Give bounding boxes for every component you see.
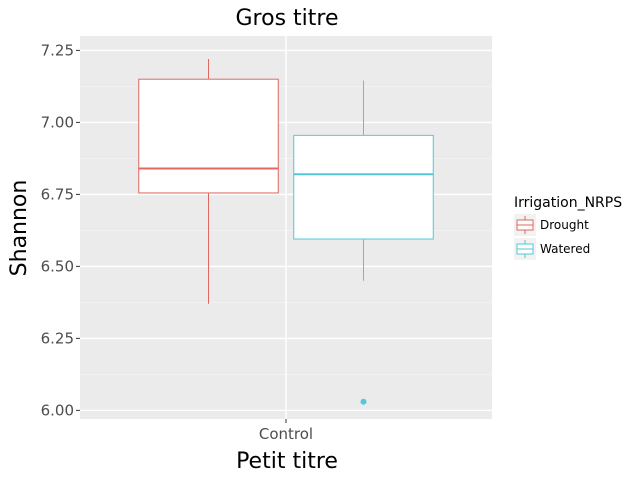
box-iqr bbox=[293, 134, 434, 240]
x-axis-label: Petit titre bbox=[236, 449, 338, 474]
legend-title: Irrigation_NRPS bbox=[514, 195, 622, 211]
x-tick-label: Control bbox=[259, 425, 313, 443]
box-iqr bbox=[138, 78, 279, 194]
y-axis-label: Shannon bbox=[7, 180, 32, 277]
legend-key-watered: Watered bbox=[514, 238, 590, 260]
box-drought bbox=[138, 59, 279, 304]
box-watered bbox=[293, 80, 434, 405]
y-tick-label: 6.00 bbox=[41, 401, 74, 419]
y-tick-label: 6.75 bbox=[41, 185, 74, 203]
y-tick-label: 6.25 bbox=[41, 329, 74, 347]
y-tick-label: 7.00 bbox=[41, 113, 74, 131]
legend-label: Drought bbox=[540, 218, 589, 232]
legend: Irrigation_NRPS Drought Watered bbox=[514, 195, 622, 260]
y-tick-label: 7.25 bbox=[41, 41, 74, 59]
boxplots bbox=[138, 59, 434, 405]
chart-title: Gros titre bbox=[236, 6, 339, 31]
legend-label: Watered bbox=[540, 242, 590, 256]
legend-key-drought: Drought bbox=[514, 214, 589, 236]
major-gridlines bbox=[80, 36, 492, 419]
y-axis-ticks: 6.00 6.25 6.50 6.75 7.00 7.25 bbox=[41, 41, 80, 419]
y-tick-label: 6.50 bbox=[41, 257, 74, 275]
x-axis-ticks: Control bbox=[259, 419, 313, 443]
outlier-point bbox=[360, 398, 367, 405]
